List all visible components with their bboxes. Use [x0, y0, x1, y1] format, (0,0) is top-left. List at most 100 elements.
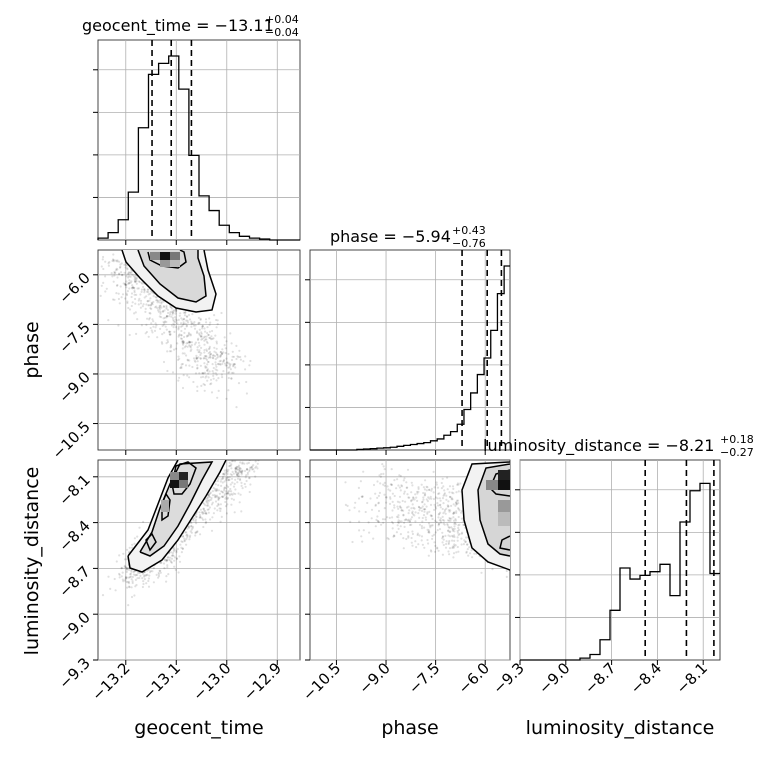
scatter-point: [181, 342, 184, 345]
scatter-point: [407, 505, 410, 508]
scatter-point: [414, 511, 417, 514]
scatter-point: [458, 532, 461, 536]
scatter-point: [420, 535, 424, 538]
scatter-point: [188, 344, 191, 347]
scatter-point: [193, 343, 196, 346]
scatter-point: [179, 366, 182, 370]
scatter-point: [159, 569, 162, 573]
scatter-point: [136, 287, 139, 290]
scatter-point: [439, 519, 442, 522]
scatter-point: [224, 497, 227, 500]
scatter-point: [240, 473, 243, 476]
scatter-point: [443, 510, 446, 513]
scatter-point: [207, 500, 210, 503]
scatter-point: [176, 342, 179, 345]
scatter-point: [198, 351, 201, 354]
scatter-point: [181, 362, 184, 366]
scatter-point: [117, 297, 120, 301]
scatter-point: [198, 321, 201, 325]
scatter-point: [222, 359, 225, 363]
scatter-point: [241, 462, 244, 465]
scatter-point: [249, 466, 252, 469]
scatter-point: [236, 468, 239, 471]
scatter-point: [206, 508, 209, 511]
scatter-point: [244, 452, 246, 454]
scatter-point: [177, 355, 180, 358]
scatter-point: [169, 305, 172, 308]
scatter-point: [202, 507, 205, 510]
scatter-point: [132, 286, 135, 289]
scatter-point: [452, 516, 455, 519]
scatter-point: [168, 330, 171, 333]
scatter-point: [178, 357, 181, 360]
scatter-point: [256, 462, 259, 465]
scatter-point: [448, 495, 452, 498]
scatter-point: [200, 511, 203, 514]
scatter-point: [208, 496, 211, 499]
scatter-point: [115, 284, 119, 287]
scatter-point: [428, 524, 431, 527]
scatter-point: [160, 306, 163, 309]
scatter-point: [424, 508, 427, 511]
scatter-point: [225, 397, 228, 400]
scatter-point: [182, 341, 185, 344]
scatter-point: [124, 576, 128, 580]
scatter-point: [115, 267, 118, 270]
scatter-point: [416, 533, 419, 537]
scatter-point: [210, 382, 213, 385]
scatter-point: [457, 507, 460, 510]
scatter-point: [154, 322, 157, 325]
density-luminosity-distance-vs-geocent-time: [101, 452, 260, 607]
scatter-point: [209, 518, 212, 521]
scatter-point: [207, 493, 210, 497]
scatter-point: [468, 546, 471, 549]
scatter-point: [177, 328, 180, 331]
scatter-point: [405, 518, 408, 521]
scatter-point: [223, 473, 226, 476]
scatter-point: [162, 310, 165, 313]
scatter-point: [430, 515, 433, 518]
scatter-point: [169, 311, 172, 314]
scatter-point: [174, 312, 177, 315]
scatter-point: [203, 327, 206, 330]
x-tick-label-luminosity-distance: −9.0: [535, 659, 573, 697]
scatter-point: [180, 551, 183, 554]
scatter-point: [204, 366, 207, 369]
scatter-point: [202, 512, 205, 515]
scatter-point: [229, 454, 231, 456]
scatter-point: [433, 541, 436, 544]
scatter-point: [431, 537, 434, 541]
scatter-point: [163, 321, 166, 324]
scatter-point: [248, 490, 251, 494]
scatter-point: [219, 503, 222, 506]
scatter-point: [181, 540, 184, 544]
scatter-point: [230, 473, 233, 477]
scatter-point: [462, 523, 465, 527]
scatter-point: [453, 525, 456, 528]
scatter-point: [397, 521, 400, 525]
scatter-point: [178, 376, 181, 379]
scatter-point: [428, 497, 431, 500]
scatter-point: [166, 556, 169, 559]
scatter-point: [121, 274, 124, 277]
scatter-point: [212, 354, 215, 357]
histogram-luminosity-distance: [520, 482, 720, 661]
scatter-point: [150, 291, 154, 294]
scatter-point: [147, 577, 150, 580]
scatter-point: [414, 520, 417, 523]
scatter-point: [138, 571, 141, 575]
scatter-point: [126, 267, 129, 270]
scatter-point: [360, 535, 363, 538]
scatter-point: [219, 520, 222, 523]
scatter-point: [152, 581, 155, 584]
scatter-point: [525, 553, 527, 555]
scatter-point: [453, 535, 456, 539]
scatter-point: [228, 371, 231, 374]
scatter-point: [134, 585, 137, 588]
scatter-point: [196, 530, 199, 533]
scatter-point: [160, 316, 163, 319]
scatter-point: [197, 321, 200, 324]
scatter-point: [174, 318, 177, 321]
scatter-point: [413, 498, 416, 501]
scatter-point: [455, 503, 458, 506]
